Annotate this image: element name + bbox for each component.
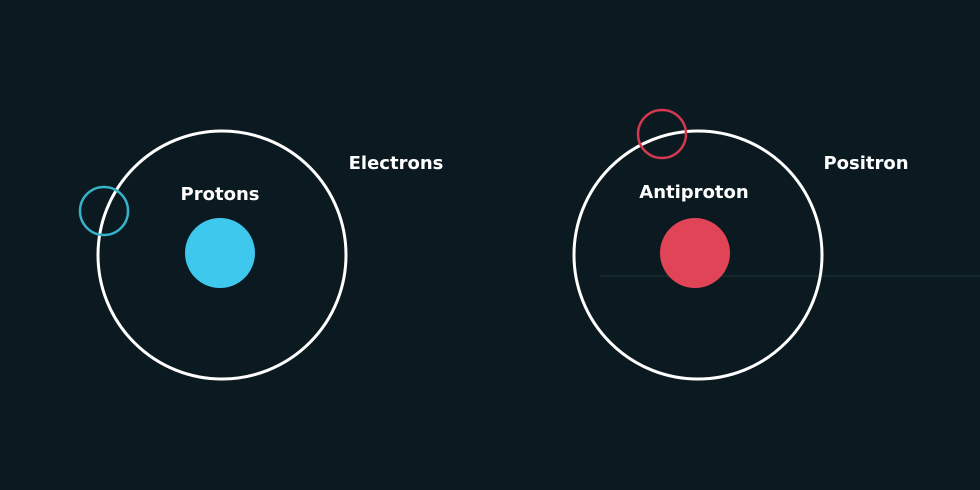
antiproton-nucleus <box>660 218 730 288</box>
matter-atom: Protons Electrons <box>78 129 444 381</box>
electron-particle <box>78 185 130 237</box>
protons-label: Protons <box>181 184 260 205</box>
antimatter-orbit <box>572 129 824 381</box>
proton-nucleus <box>185 218 255 288</box>
antiproton-label: Antiproton <box>639 182 748 203</box>
matter-orbit <box>96 129 348 381</box>
antimatter-atom: Antiproton Positron <box>572 108 909 381</box>
electrons-label: Electrons <box>349 153 444 174</box>
positron-particle <box>636 108 688 160</box>
positron-label: Positron <box>823 153 908 174</box>
